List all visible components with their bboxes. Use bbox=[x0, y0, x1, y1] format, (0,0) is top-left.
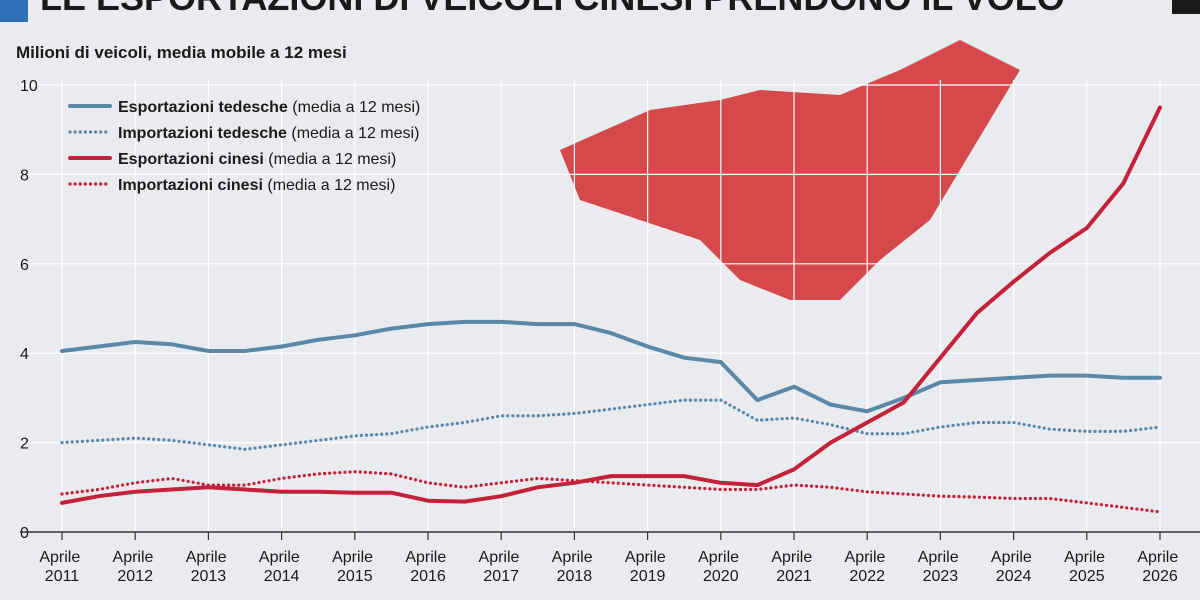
y-tick-label: 8 bbox=[20, 167, 29, 184]
lines-layer bbox=[60, 105, 1162, 514]
x-tick-label: Aprile 2016 bbox=[405, 549, 450, 585]
chart-subtitle: Milioni di veicoli, media mobile a 12 me… bbox=[16, 43, 347, 62]
series-line bbox=[60, 398, 1162, 451]
china-illustration bbox=[560, 40, 1020, 300]
y-tick-label: 0 bbox=[20, 525, 29, 542]
x-tick-label: Aprile 2020 bbox=[698, 549, 743, 585]
legend-label: Importazioni cinesi (media a 12 mesi) bbox=[118, 177, 395, 194]
legend-label: Importazioni tedesche (media a 12 mesi) bbox=[118, 125, 419, 142]
x-tick-label: Aprile 2018 bbox=[552, 549, 597, 585]
x-tick-label: Aprile 2017 bbox=[479, 549, 524, 585]
x-tick-label: Aprile 2012 bbox=[113, 549, 158, 585]
y-tick-label: 4 bbox=[20, 346, 29, 363]
y-tick-label: 10 bbox=[20, 78, 38, 95]
x-tick-label: Aprile 2019 bbox=[625, 549, 670, 585]
x-tick-label: Aprile 2023 bbox=[918, 549, 963, 585]
x-tick-label: Aprile 2015 bbox=[332, 549, 377, 585]
x-tick-label: Aprile 2011 bbox=[39, 549, 84, 585]
legend-label: Esportazioni cinesi (media a 12 mesi) bbox=[118, 151, 396, 168]
grid-layer bbox=[20, 80, 1200, 533]
y-tick-label: 2 bbox=[20, 436, 29, 453]
x-tick-label: Aprile 2026 bbox=[1137, 549, 1182, 585]
series-line bbox=[60, 470, 1162, 514]
y-tick-label: 6 bbox=[20, 257, 29, 274]
x-tick-label: Aprile 2024 bbox=[991, 549, 1036, 585]
x-tick-label: Aprile 2022 bbox=[845, 549, 890, 585]
legend-label: Esportazioni tedesche (media a 12 mesi) bbox=[118, 99, 420, 116]
header-accent bbox=[0, 0, 28, 22]
x-tick-label: Aprile 2013 bbox=[186, 549, 231, 585]
series-line bbox=[60, 105, 1162, 505]
series-line bbox=[60, 319, 1162, 414]
header-icon bbox=[1172, 0, 1200, 14]
x-tick-label: Aprile 2025 bbox=[1064, 549, 1109, 585]
x-tick-label: Aprile 2014 bbox=[259, 549, 304, 585]
x-tick-label: Aprile 2021 bbox=[771, 549, 816, 585]
chart-title: LE ESPORTAZIONI DI VEICOLI CINESI PRENDO… bbox=[40, 0, 1065, 18]
